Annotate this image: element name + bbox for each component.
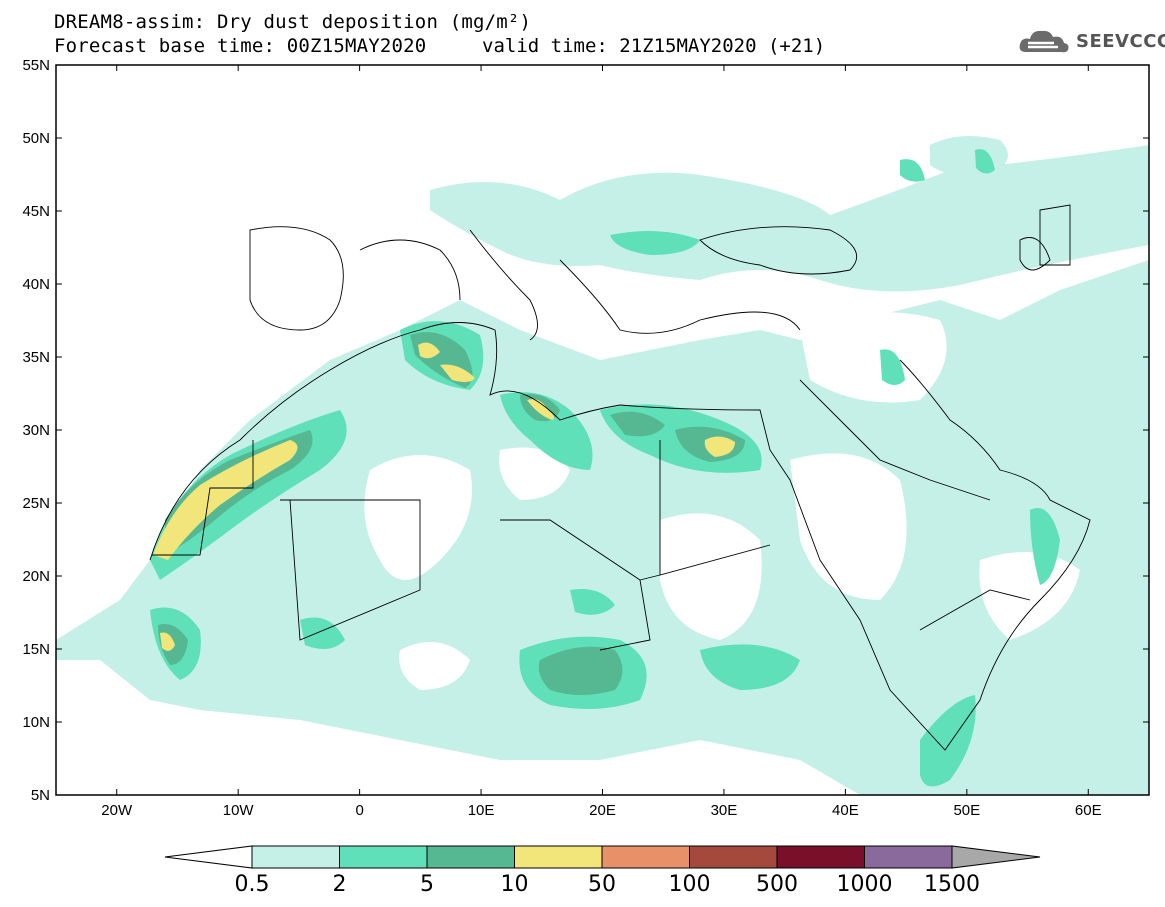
lat-labels: 55N 50N 45N 40N 35N 30N 25N 20N 15N 10N 5N xyxy=(22,57,50,804)
borders xyxy=(149,204,1091,751)
lon-label: 20W xyxy=(101,802,133,819)
colorbar-over-arrow xyxy=(951,845,1041,869)
lon-label: 10W xyxy=(223,802,255,819)
colorbar-label: 500 xyxy=(756,872,798,897)
logo-text: SEEVCCC xyxy=(1076,31,1165,52)
map-title: DREAM8-assim: Dry dust deposition (mg/m²… xyxy=(54,11,532,33)
colorbar-swatch xyxy=(689,845,778,869)
contour-level-10 xyxy=(153,342,735,651)
lat-label: 35N xyxy=(22,349,50,366)
seevccc-logo: SEEVCCC xyxy=(1018,26,1165,58)
colorbar-label: 10 xyxy=(501,872,529,897)
colorbar-swatch xyxy=(864,845,953,869)
lat-label: 30N xyxy=(22,422,50,439)
colorbar-label: 1500 xyxy=(924,872,980,897)
colorbar-label: 50 xyxy=(588,872,616,897)
colorbar-label: 2 xyxy=(333,872,347,897)
lat-label: 10N xyxy=(22,714,50,731)
dust-contours xyxy=(56,136,1149,795)
valid-time: valid time: 21Z15MAY2020 (+21) xyxy=(482,35,826,57)
forecast-base-time: Forecast base time: 00Z15MAY2020 xyxy=(54,35,427,57)
colorbar-label: 1000 xyxy=(837,872,893,897)
colorbar-swatch xyxy=(251,845,340,869)
lat-label: 45N xyxy=(22,203,50,220)
colorbar-swatch xyxy=(601,845,690,869)
lon-label: 0 xyxy=(355,802,363,819)
clear-areas xyxy=(364,290,1080,690)
lon-label: 40E xyxy=(832,802,859,819)
lat-label: 5N xyxy=(31,787,50,804)
lon-label: 20E xyxy=(589,802,616,819)
lat-label: 55N xyxy=(22,57,50,74)
lat-label: 40N xyxy=(22,276,50,293)
lon-label: 50E xyxy=(953,802,980,819)
lon-label: 30E xyxy=(711,802,738,819)
colorbar-under-arrow xyxy=(164,845,253,869)
axis-ticks xyxy=(56,64,1149,796)
lat-label: 15N xyxy=(22,641,50,658)
lat-label: 50N xyxy=(22,130,50,147)
lat-label: 25N xyxy=(22,495,50,512)
lon-label: 60E xyxy=(1075,802,1102,819)
colorbar-label: 0.5 xyxy=(235,872,270,897)
cloud-logo-icon xyxy=(1019,30,1069,53)
colorbar xyxy=(164,845,1041,869)
colorbar-swatch xyxy=(776,845,865,869)
colorbar-swatch xyxy=(514,845,603,869)
lat-label: 20N xyxy=(22,568,50,585)
colorbar-swatch xyxy=(426,845,515,869)
colorbar-labels: 0.5 2 5 10 50 100 500 1000 1500 xyxy=(235,872,981,897)
colorbar-label: 100 xyxy=(669,872,711,897)
colorbar-swatch xyxy=(339,845,428,869)
lon-labels: 20W 10W 0 10E 20E 30E 40E 50E 60E xyxy=(101,802,1101,819)
lon-label: 10E xyxy=(468,802,495,819)
colorbar-label: 5 xyxy=(420,872,434,897)
